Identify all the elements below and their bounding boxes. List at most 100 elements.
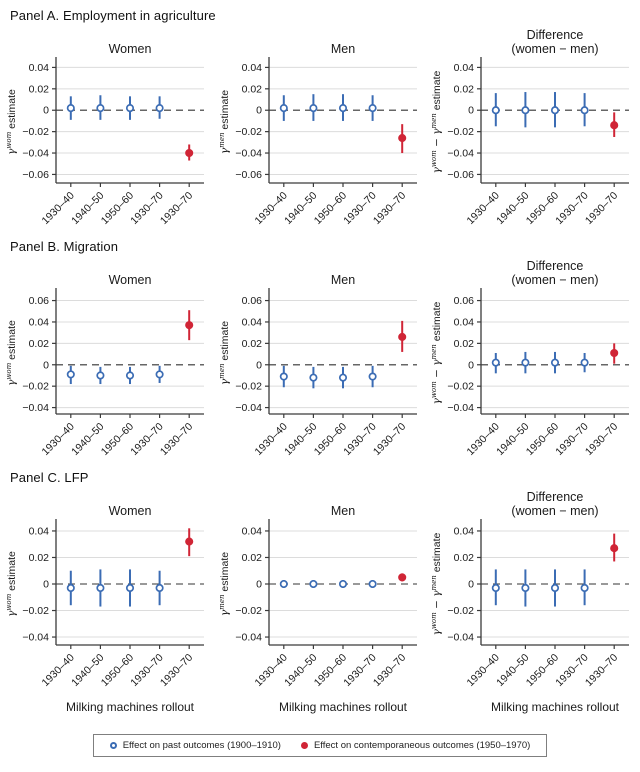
estimate-point-open bbox=[338, 373, 347, 382]
svg-text:−0.02: −0.02 bbox=[22, 381, 49, 393]
x-axis-label: Milking machines rollout bbox=[66, 700, 195, 714]
series-blue bbox=[66, 569, 164, 607]
axes bbox=[55, 288, 204, 415]
svg-text:0: 0 bbox=[468, 359, 474, 371]
estimate-point-open bbox=[308, 579, 317, 589]
svg-text:0: 0 bbox=[256, 579, 262, 591]
gridlines bbox=[268, 66, 417, 175]
solid-circle-marker-icon bbox=[300, 742, 308, 749]
chart-men: 0.06 0.04 0.02 0 −0.02 −0.041930–401940–50195… bbox=[218, 273, 417, 459]
svg-text:0.02: 0.02 bbox=[29, 83, 50, 95]
panel-a: Panel A. Employment in agriculture 0.04 0… bbox=[2, 6, 638, 235]
series-red bbox=[397, 124, 406, 154]
chart-title: Women bbox=[109, 42, 152, 56]
svg-text:0.06: 0.06 bbox=[241, 295, 262, 307]
y-axis-label: γmen estimate bbox=[218, 90, 231, 154]
legend-item-past: Effect on past outcomes (1900–1910) bbox=[109, 740, 281, 751]
estimate-point-solid bbox=[397, 332, 406, 341]
y-tick-labels: 0.04 0.02 0 −0.02 −0.04 −0.06 bbox=[235, 62, 269, 181]
svg-text:0.04: 0.04 bbox=[454, 316, 475, 328]
estimate-point-open bbox=[96, 371, 105, 380]
chart-women: 0.04 0.02 0 −0.02 −0.04 −0.06 1930–401940–5019… bbox=[5, 42, 204, 228]
estimate-point-solid bbox=[610, 544, 619, 553]
chart-title: Men bbox=[330, 504, 354, 518]
chart-cell: 0.04 0.02 0 −0.02 −0.04 1930–40 1940–50 1950–60… bbox=[427, 485, 638, 726]
svg-text:Women: Women bbox=[109, 42, 152, 56]
estimate-point-solid bbox=[397, 134, 406, 143]
svg-text:1930–70: 1930–70 bbox=[370, 190, 408, 228]
estimate-point-open bbox=[308, 373, 317, 382]
series-blue bbox=[491, 569, 589, 607]
estimate-point-open bbox=[580, 583, 589, 593]
svg-text:−0.02: −0.02 bbox=[235, 605, 262, 617]
estimate-point-open bbox=[491, 358, 500, 367]
svg-text:Difference: Difference bbox=[527, 259, 584, 273]
svg-text:(women − men): (women − men) bbox=[511, 273, 598, 287]
estimate-point-open bbox=[338, 104, 347, 113]
legend-label-contemporaneous: Effect on contemporaneous outcomes (1950… bbox=[313, 740, 531, 751]
svg-text:−0.04: −0.04 bbox=[447, 402, 474, 414]
estimate-point-open bbox=[66, 370, 75, 379]
svg-text:1930–70: 1930–70 bbox=[370, 421, 408, 459]
legend-item-contemporaneous: Effect on contemporaneous outcomes (1950… bbox=[300, 740, 531, 751]
estimate-point-open bbox=[521, 106, 530, 115]
estimate-point-open bbox=[368, 104, 377, 113]
estimate-point-open bbox=[279, 104, 288, 113]
svg-text:−0.04: −0.04 bbox=[235, 402, 262, 414]
chart-cell: 0.04 0.02 0 −0.02 −0.04 −0.06 1930–40 1940–50 19… bbox=[427, 23, 638, 235]
svg-text:0: 0 bbox=[256, 359, 262, 371]
svg-text:0.02: 0.02 bbox=[241, 338, 262, 350]
svg-text:Men: Men bbox=[330, 273, 354, 287]
estimate-point-open bbox=[580, 358, 589, 367]
svg-text:−0.02: −0.02 bbox=[447, 381, 474, 393]
svg-text:0.04: 0.04 bbox=[29, 62, 50, 74]
estimate-point-open bbox=[125, 104, 135, 113]
panel-a-charts: 0.04 0.02 0 −0.02 −0.04 −0.06 1930–40 1940–50 19… bbox=[2, 23, 638, 235]
axes bbox=[55, 57, 204, 184]
gridlines bbox=[56, 66, 204, 175]
estimate-point-open bbox=[125, 583, 135, 593]
series-blue bbox=[279, 94, 377, 121]
svg-text:Women: Women bbox=[109, 273, 152, 287]
svg-text:0.02: 0.02 bbox=[29, 338, 50, 350]
panel-b-charts: 0.06 0.04 0.02 0 −0.02 −0.04 1930–40 1940–50 195… bbox=[2, 254, 638, 466]
svg-text:0.04: 0.04 bbox=[241, 316, 262, 328]
chart-cell: 0.06 0.04 0.02 0 −0.02 −0.04 1930–40 1940–50 195… bbox=[427, 254, 638, 466]
svg-text:−0.04: −0.04 bbox=[235, 632, 262, 644]
chart-cell: 0.04 0.02 0 −0.02 −0.04 1930–40 1940–50 1950–60… bbox=[215, 485, 426, 726]
y-axis-label: γwom − γmen estimate bbox=[430, 532, 443, 635]
legend: Effect on past outcomes (1900–1910) Effe… bbox=[92, 734, 548, 757]
svg-text:1930–70: 1930–70 bbox=[158, 190, 196, 228]
estimate-point-open bbox=[279, 579, 288, 589]
svg-text:0.02: 0.02 bbox=[29, 552, 50, 564]
panel-a-title: Panel A. Employment in agriculture bbox=[10, 8, 216, 23]
chart-women: 0.04 0.02 0 −0.02 −0.041930–401940–501950–60… bbox=[5, 504, 204, 714]
svg-text:−0.04: −0.04 bbox=[447, 148, 474, 160]
gridlines bbox=[481, 66, 629, 175]
svg-text:−0.02: −0.02 bbox=[235, 126, 262, 138]
y-axis-label: γmen estimate bbox=[218, 552, 231, 616]
svg-text:0.06: 0.06 bbox=[454, 295, 475, 307]
svg-text:0.04: 0.04 bbox=[29, 525, 50, 537]
svg-text:0.02: 0.02 bbox=[241, 83, 262, 95]
svg-text:1930–70: 1930–70 bbox=[583, 652, 621, 690]
panel-c-charts: 0.04 0.02 0 −0.02 −0.04 1930–40 1940–50 1950–60… bbox=[2, 485, 638, 726]
y-axis-label: γwom estimate bbox=[5, 320, 18, 386]
series-red bbox=[185, 310, 194, 341]
chart-difference: 0.04 0.02 0 −0.02 −0.041930–401940–501950–60… bbox=[430, 490, 629, 714]
estimate-point-open bbox=[279, 372, 288, 381]
svg-text:0: 0 bbox=[43, 359, 49, 371]
svg-text:Women: Women bbox=[109, 504, 152, 518]
series-red bbox=[610, 533, 619, 562]
y-tick-labels: 0.06 0.04 0.02 0 −0.02 −0.04 bbox=[235, 295, 269, 414]
estimate-point-open bbox=[96, 104, 105, 113]
y-axis-label: γwom − γmen estimate bbox=[430, 70, 443, 173]
series-blue bbox=[279, 579, 377, 589]
svg-text:1930–70: 1930–70 bbox=[583, 421, 621, 459]
series-red bbox=[397, 320, 406, 352]
